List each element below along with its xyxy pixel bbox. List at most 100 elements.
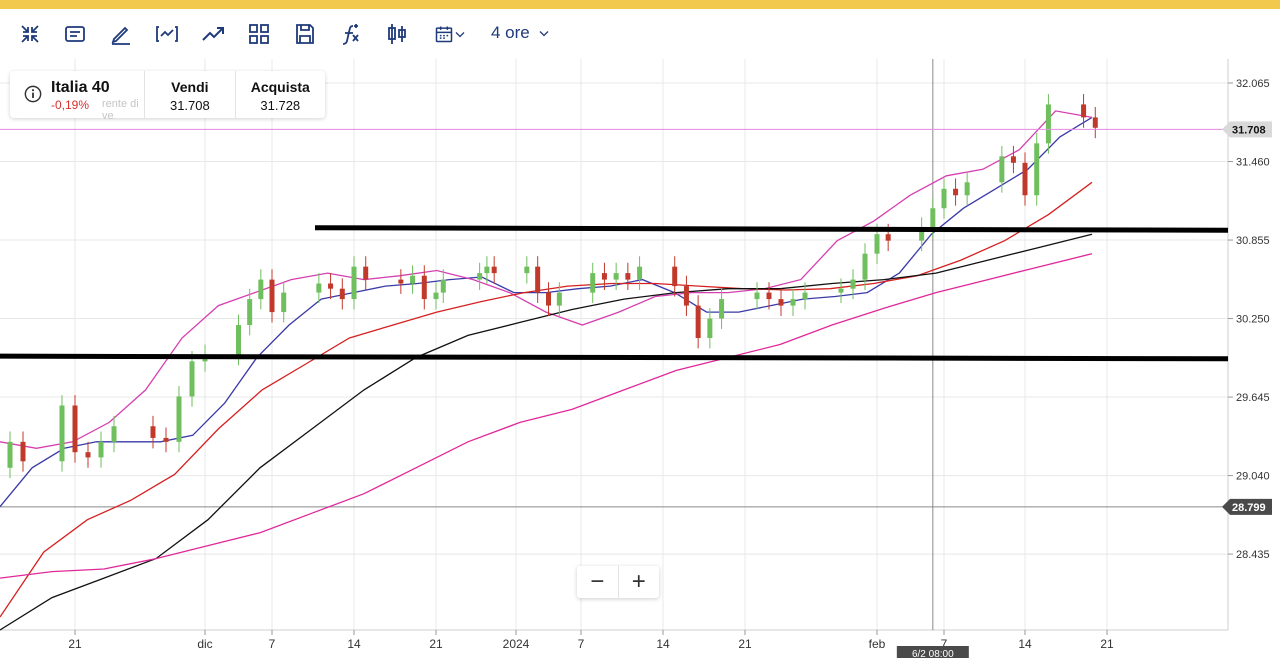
candle-body xyxy=(59,405,65,462)
candle-body xyxy=(1081,104,1087,118)
candle-body xyxy=(637,266,643,280)
period-label: 4 ore xyxy=(491,23,530,42)
candle-body xyxy=(421,275,427,300)
buy-value: 31.728 xyxy=(260,98,301,113)
x-tick-label: feb xyxy=(869,637,886,651)
chevron-down-icon xyxy=(539,31,549,37)
candle-body xyxy=(790,299,796,306)
candle-body xyxy=(1092,117,1098,128)
candle-body xyxy=(919,227,925,241)
candle-body xyxy=(941,188,947,209)
buy-label: Acquista xyxy=(250,79,310,95)
info-icon[interactable] xyxy=(24,85,42,103)
y-tick-label: 29.040 xyxy=(1236,471,1270,483)
candle-body xyxy=(885,234,891,241)
buy-button[interactable]: Acquista 31.728 xyxy=(234,71,325,118)
x-tick-label: 21 xyxy=(738,637,752,651)
candle-body xyxy=(247,299,253,326)
candle-body xyxy=(778,299,784,306)
layout-icon[interactable] xyxy=(246,21,272,47)
candle-body xyxy=(999,156,1005,183)
text-icon[interactable] xyxy=(62,21,88,47)
candle-body xyxy=(601,273,607,280)
candle-body xyxy=(339,288,345,300)
candle-body xyxy=(535,266,541,293)
support-line xyxy=(0,353,1229,362)
candle-body xyxy=(719,299,725,319)
candle-body xyxy=(7,441,13,468)
collapse-icon[interactable] xyxy=(17,21,43,47)
crosshair-date-label: 6/2 08:00 xyxy=(912,649,954,658)
pencil-icon[interactable] xyxy=(108,21,134,47)
x-tick-label: 21 xyxy=(429,637,443,651)
candle-body xyxy=(410,275,416,284)
y-tick-label: 28.435 xyxy=(1236,549,1270,561)
y-tick-label: 30.855 xyxy=(1236,235,1270,247)
candle-body xyxy=(72,405,78,453)
candle-body xyxy=(590,273,596,293)
instrument-info[interactable]: Italia 40 rente di ve -0,19% xyxy=(10,71,144,122)
candle-type-icon[interactable] xyxy=(384,21,410,47)
candle-body xyxy=(556,292,562,306)
candle-body xyxy=(546,292,551,306)
current-price-tag-shape xyxy=(1222,121,1272,138)
instrument-card: Italia 40 rente di ve -0,19% Vendi 31.70… xyxy=(10,71,325,122)
trend-icon[interactable] xyxy=(200,21,226,47)
candle-body xyxy=(477,273,483,280)
candle-body xyxy=(766,292,772,300)
candle-body xyxy=(1045,104,1051,144)
crosshair-price-tag: 28.799 xyxy=(1232,502,1266,514)
zoom-in-button[interactable]: + xyxy=(631,568,646,595)
candle-body xyxy=(838,288,844,293)
crosshair-date-box xyxy=(896,646,969,658)
candle-body xyxy=(524,266,530,274)
candle-body xyxy=(964,182,970,196)
zoom-out-button[interactable]: − xyxy=(577,566,619,598)
candle-body xyxy=(258,279,264,300)
candle-body xyxy=(1034,143,1040,196)
candle-body xyxy=(625,273,631,280)
x-tick-label: 21 xyxy=(1100,637,1114,651)
chart-toolbar: 4 ore xyxy=(0,9,1280,59)
candle-body xyxy=(874,234,880,254)
sell-label: Vendi xyxy=(171,79,209,95)
resistance-line xyxy=(314,225,1229,233)
current-price-tag: 31.708 xyxy=(1232,124,1266,136)
candle-body xyxy=(98,441,104,458)
candle-body xyxy=(281,292,287,313)
y-tick-label: 32.065 xyxy=(1236,78,1270,90)
candle-body xyxy=(683,286,689,306)
moving-average-line xyxy=(0,233,1093,631)
indicator-icon[interactable] xyxy=(154,21,180,47)
x-tick-label: 14 xyxy=(656,637,670,651)
candle-body xyxy=(163,437,169,442)
x-tick-label: 14 xyxy=(1018,637,1032,651)
candle-body xyxy=(20,441,26,462)
candle-body xyxy=(85,452,91,458)
candle-body xyxy=(862,253,868,280)
candle-body xyxy=(1022,162,1028,196)
x-tick-label: 7 xyxy=(269,637,276,651)
candle-body xyxy=(484,266,490,274)
sell-value: 31.708 xyxy=(169,98,210,113)
candle-body xyxy=(850,279,856,289)
candle-body xyxy=(150,426,156,438)
candle-body xyxy=(433,292,439,300)
period-selector[interactable]: 4 ore xyxy=(491,23,550,43)
sell-button[interactable]: Vendi 31.708 xyxy=(144,71,234,118)
candle-body xyxy=(176,396,182,442)
candle-body xyxy=(491,266,497,274)
function-icon[interactable] xyxy=(338,21,364,47)
calendar-icon[interactable] xyxy=(430,21,470,47)
candle-body xyxy=(613,273,619,280)
top-accent-bar xyxy=(0,0,1280,9)
moving-average-line xyxy=(0,253,1093,579)
x-tick-label: 21 xyxy=(68,637,82,651)
candle-body xyxy=(111,426,117,442)
moving-average-line xyxy=(0,110,1093,449)
instrument-subtext: rente di ve xyxy=(102,98,139,122)
save-icon[interactable] xyxy=(292,21,318,47)
x-tick-label: dic xyxy=(197,637,212,651)
candle-body xyxy=(802,292,808,300)
